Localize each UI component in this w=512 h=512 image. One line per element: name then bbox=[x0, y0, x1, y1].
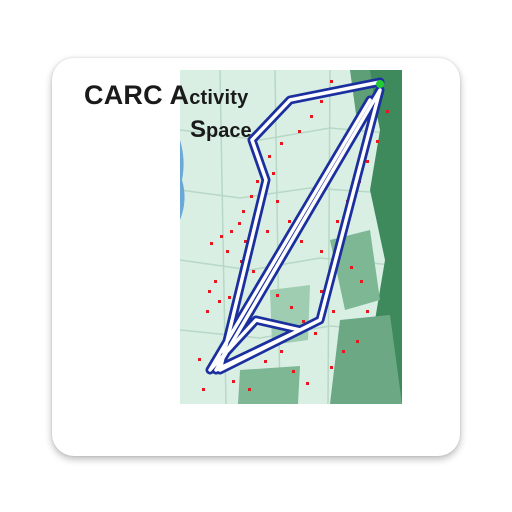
activity-space-map-icon bbox=[180, 70, 402, 404]
app-title-line1: CARC Activity bbox=[84, 80, 248, 111]
title-word-activity-initial: A bbox=[169, 80, 190, 110]
app-title-line2: Space bbox=[190, 116, 252, 144]
title-word-activity-rest: ctivity bbox=[189, 87, 249, 109]
title-word-carc: CARC bbox=[84, 80, 163, 110]
title-word-space-rest: pace bbox=[206, 120, 252, 142]
title-word-space-initial: S bbox=[190, 116, 207, 143]
app-icon[interactable]: CARC Activity Space bbox=[52, 58, 460, 456]
